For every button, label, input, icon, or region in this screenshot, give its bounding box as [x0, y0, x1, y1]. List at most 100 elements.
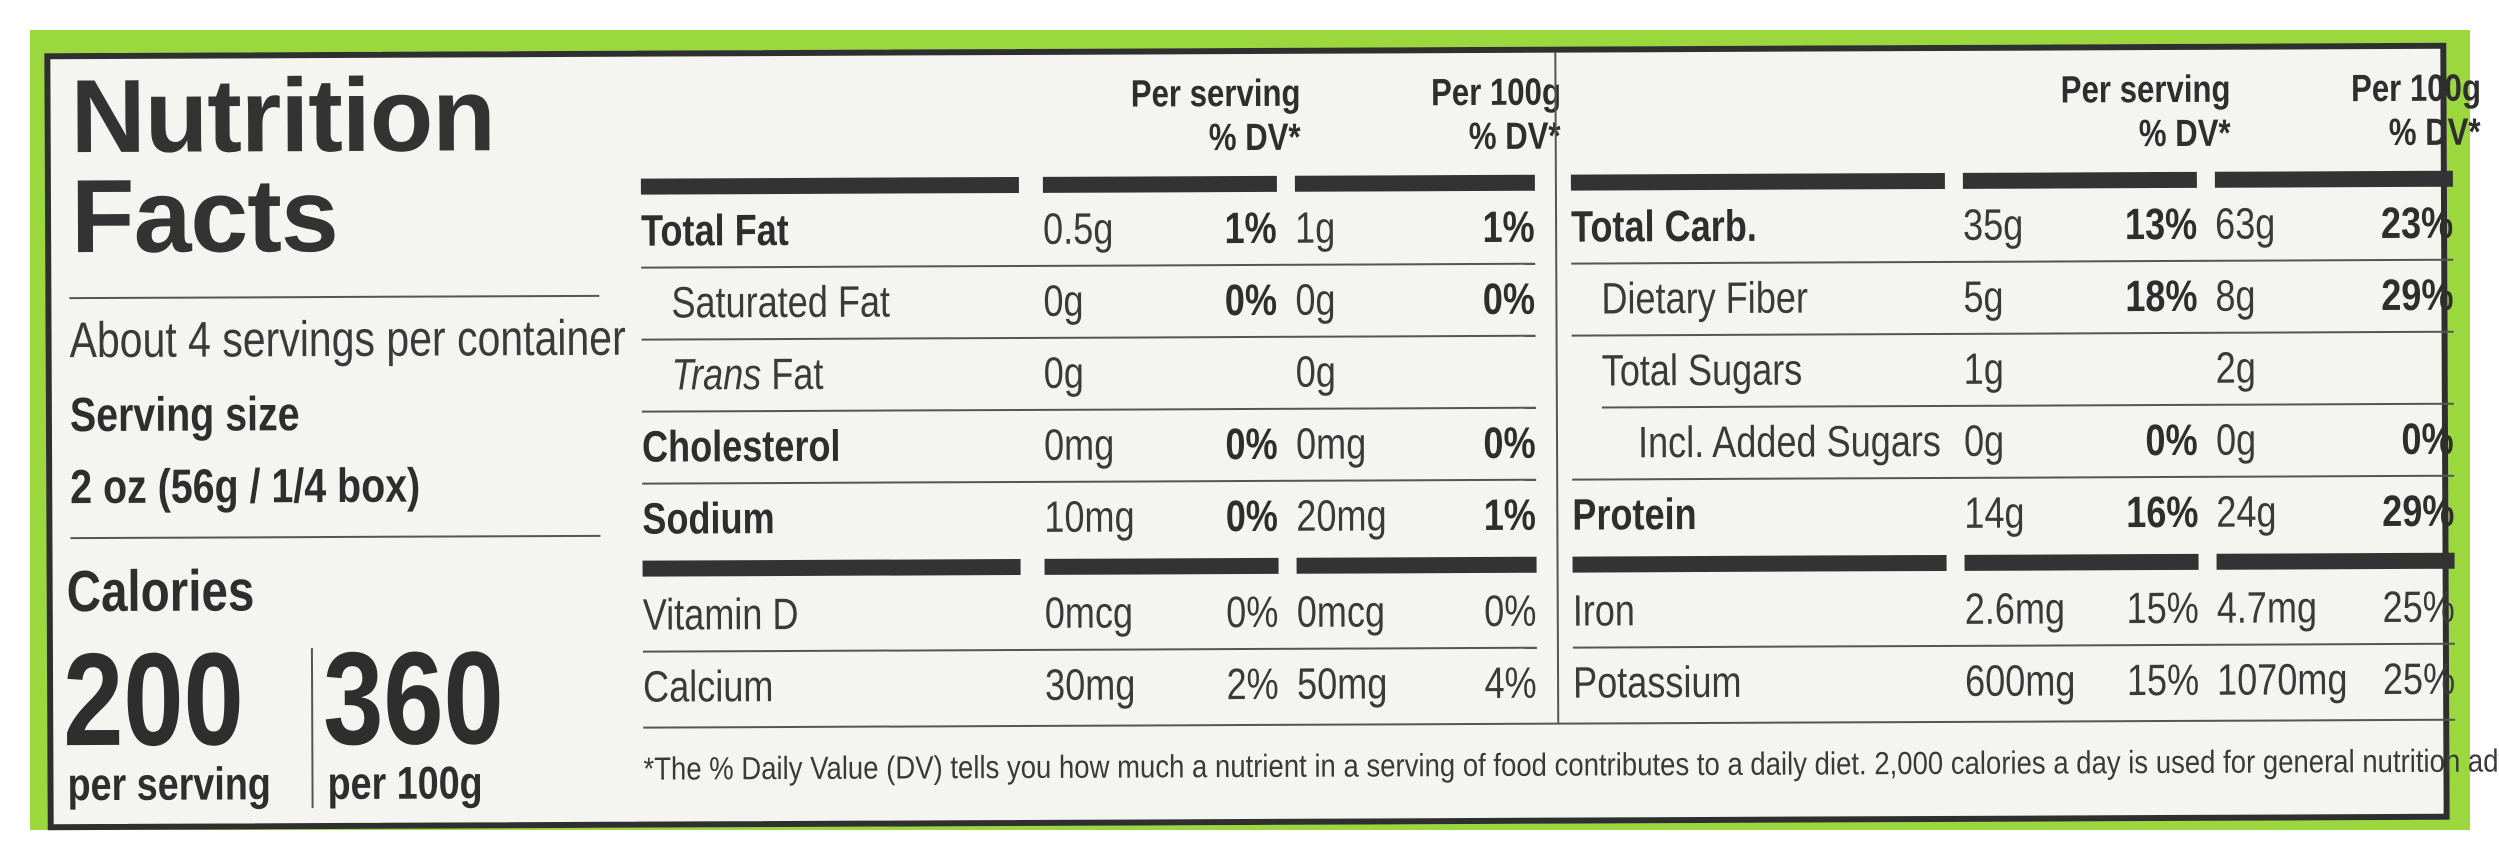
- amount: 2g: [2215, 343, 2256, 393]
- header-per-100g-left: Per 100g: [1430, 71, 1561, 115]
- row-divider: [1571, 330, 2454, 337]
- amount: 0g: [1043, 348, 1084, 398]
- daily-value: 0%: [1225, 419, 1279, 470]
- daily-value: 15%: [2126, 655, 2200, 706]
- nutrient-name-dietary-fiber: Dietary Fiber: [1601, 273, 1809, 324]
- daily-value: 25%: [2382, 654, 2456, 705]
- divider: [69, 294, 600, 300]
- daily-value: 4%: [1484, 658, 1538, 708]
- daily-value: 1%: [1224, 203, 1278, 254]
- thick-bar: [1570, 172, 1945, 191]
- nutrient-name-total-fat: Total Fat: [640, 205, 789, 256]
- amount: 0g: [1295, 275, 1336, 325]
- thick-bar: [640, 176, 1019, 195]
- vitamin-name-calcium: Calcium: [642, 662, 774, 712]
- header-dv-left-serving: % DV*: [1208, 116, 1301, 160]
- daily-value: 18%: [2125, 271, 2198, 322]
- row-divider: [1572, 474, 2455, 481]
- row-divider: [1571, 258, 2454, 265]
- nutrient-name-cholesterol: Cholesterol: [641, 421, 841, 472]
- amount: 0mg: [1043, 420, 1115, 470]
- serving-size-value: 2 oz (56g / 1/4 box): [70, 459, 421, 515]
- daily-value: 13%: [2124, 199, 2198, 250]
- daily-value: 29%: [2381, 270, 2454, 321]
- nutrient-name-total-sugars: Total Sugars: [1601, 345, 1803, 396]
- daily-value: 29%: [2382, 486, 2455, 537]
- calories-per-serving: 200: [62, 625, 245, 774]
- amount: 1g: [1963, 344, 2004, 394]
- daily-value: 1%: [1482, 202, 1536, 252]
- daily-value: 2%: [1226, 659, 1280, 710]
- daily-value: 0%: [1225, 275, 1278, 326]
- thick-bar: [1042, 175, 1277, 193]
- vitamin-name-iron: Iron: [1572, 586, 1636, 636]
- row-divider: [1572, 642, 2455, 649]
- daily-value: 16%: [2126, 487, 2199, 538]
- amount: 0g: [1963, 416, 2005, 466]
- nutrient-name-protein: Protein: [1572, 490, 1697, 540]
- thick-bar: [1044, 557, 1279, 575]
- header-per-serving-right: Per serving: [2060, 68, 2231, 112]
- nutrient-name-trans-fat: Trans Fat: [671, 349, 824, 400]
- header-dv-right-100g: % DV*: [2388, 111, 2481, 155]
- calories-divider: [310, 648, 314, 809]
- title-nutrition: Nutrition: [70, 57, 496, 176]
- title-facts: Facts: [70, 157, 338, 276]
- daily-value: 15%: [2126, 583, 2199, 634]
- amount: 35g: [1962, 200, 2024, 250]
- thick-bar: [2214, 170, 2453, 188]
- divider: [70, 534, 601, 540]
- thick-bar: [1294, 174, 1535, 192]
- amount: 0.5g: [1042, 204, 1114, 254]
- header-per-100g-right: Per 100g: [2350, 67, 2481, 111]
- nutrient-name-sodium: Sodium: [642, 494, 775, 544]
- thick-bar: [642, 558, 1021, 577]
- amount: 14g: [1964, 488, 2025, 538]
- amount: 5g: [1963, 272, 2004, 322]
- row-divider: [642, 478, 1537, 485]
- row-divider: [641, 262, 1536, 269]
- daily-value: 25%: [2382, 582, 2455, 633]
- footnote-divider: [643, 718, 2456, 729]
- thick-bar: [1296, 556, 1537, 574]
- amount: 24g: [2216, 487, 2277, 537]
- daily-value: 0%: [1226, 491, 1279, 542]
- serving-size-label: Serving size: [69, 388, 300, 443]
- thick-bar: [1572, 554, 1947, 573]
- nutrient-name-total-carb: Total Carb.: [1570, 201, 1757, 252]
- daily-value: 0%: [1483, 274, 1536, 324]
- row-divider: [1601, 402, 2454, 409]
- amount: 20mg: [1296, 491, 1387, 541]
- daily-value: 0%: [2401, 414, 2455, 464]
- vitamin-name-potassium: Potassium: [1572, 657, 1742, 708]
- daily-value-footnote: *The % Daily Value (DV) tells you how mu…: [643, 742, 2499, 787]
- calories-label: Calories: [66, 558, 255, 625]
- amount: 0g: [1043, 276, 1084, 326]
- amount: 0g: [1295, 347, 1336, 397]
- amount: 0mg: [1295, 419, 1367, 469]
- header-dv-right-serving: % DV*: [2138, 112, 2231, 156]
- nutrition-facts-label: Nutrition Facts About 4 servings per con…: [44, 42, 2499, 831]
- thick-bar: [2216, 552, 2455, 570]
- row-divider: [641, 406, 1536, 413]
- daily-value: 1%: [1484, 490, 1537, 540]
- header-per-serving-left: Per serving: [1130, 72, 1301, 116]
- row-divider: [642, 646, 1537, 653]
- calories-per-100g-label: per 100g: [327, 756, 483, 810]
- daily-value: 0%: [2145, 415, 2199, 466]
- thick-bar: [1964, 553, 2199, 571]
- calories-per-100g: 360: [322, 624, 505, 773]
- row-divider: [641, 334, 1536, 341]
- daily-value: 23%: [2380, 198, 2454, 249]
- nutrient-name-saturated-fat: Saturated Fat: [671, 277, 891, 328]
- header-dv-left-100g: % DV*: [1468, 115, 1561, 159]
- daily-value: 0%: [1226, 587, 1279, 638]
- amount: 0g: [2215, 415, 2257, 465]
- amount: 50mg: [1296, 659, 1388, 709]
- vitamin-name-vitamin-d: Vitamin D: [642, 589, 799, 640]
- amount: 63g: [2214, 199, 2276, 249]
- calories-per-serving-label: per serving: [67, 757, 271, 811]
- nutrient-name-added-sugars: Incl. Added Sugars: [1637, 416, 1942, 468]
- amount: 0mcg: [1296, 587, 1386, 637]
- amount: 8g: [2215, 271, 2256, 321]
